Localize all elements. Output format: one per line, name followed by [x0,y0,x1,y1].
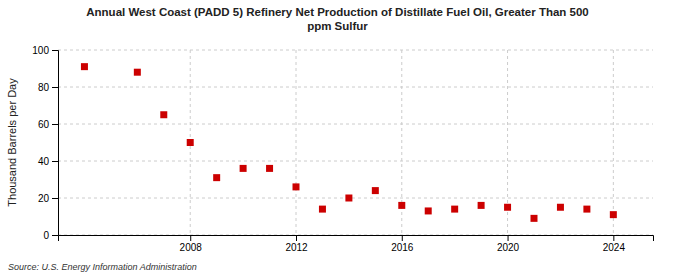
chart-svg: Annual West Coast (PADD 5) Refinery Net … [0,0,675,275]
point [425,207,432,214]
x-axis: 2008 2012 2016 2020 2024 [59,235,654,253]
point [81,63,88,70]
point [398,202,405,209]
grid-line-x [613,50,614,235]
y-tick: 20 [38,193,58,204]
y-tick: 80 [38,82,58,93]
grid-line-y [58,87,653,88]
x-tick: 2008 [180,235,203,253]
y-tick: 100 [32,45,58,56]
point [240,165,247,172]
grid-line-y [58,161,653,162]
x-tick-mark [402,235,403,241]
y-tick-label: 0 [43,230,49,241]
y-tick-mark [52,198,58,199]
point [478,202,485,209]
y-tick-mark [52,124,58,125]
point [531,215,538,222]
y-tick-mark [52,50,58,51]
x-tick-label: 2008 [180,242,203,253]
y-tick-label: 40 [38,156,50,167]
x-tick: 2020 [497,235,520,253]
x-tick-mark [296,235,297,241]
x-tick-label: 2020 [497,242,520,253]
title-line: Annual West Coast (PADD 5) Refinery Net … [86,6,588,18]
grid-line-x [296,50,297,235]
y-axis-label: Thousand Barrels per Day [6,78,18,207]
point [187,139,194,146]
point [451,206,458,213]
grid [58,50,653,235]
x-axis-line [59,236,654,242]
x-tick-mark [190,235,191,241]
x-tick: 2016 [391,235,414,253]
x-tick: 2012 [285,235,308,253]
x-tick-mark [508,235,509,241]
point [213,174,220,181]
y-tick-mark [52,87,58,88]
point [372,187,379,194]
y-tick-label: 80 [38,82,50,93]
y-tick: 0 [43,230,58,241]
y-tick-label: 60 [38,119,50,130]
plot: 2008 2012 2016 2020 2024 0 20 40 60 80 100 [32,45,653,253]
point [293,183,300,190]
title-line: ppm Sulfur [307,20,368,32]
points [81,63,617,222]
y-tick-mark [52,235,58,236]
x-tick-label: 2016 [391,242,414,253]
point [134,69,141,76]
y-tick-label: 100 [32,45,49,56]
y-tick: 40 [38,156,58,167]
source: Source: U.S. Energy Information Administ… [8,262,197,272]
grid-line-y [58,50,653,51]
point [504,204,511,211]
x-tick-label: 2012 [285,242,308,253]
grid-line-y [58,198,653,199]
point [266,165,273,172]
chart-container: Annual West Coast (PADD 5) Refinery Net … [0,0,675,275]
point [557,204,564,211]
x-tick-label: 2024 [603,242,626,253]
x-tick: 2024 [603,235,626,253]
y-tick: 60 [38,119,58,130]
point [583,206,590,213]
title: Annual West Coast (PADD 5) Refinery Net … [86,6,588,32]
y-axis: 0 20 40 60 80 100 [32,45,58,241]
y-tick-mark [52,161,58,162]
grid-line-y [58,124,653,125]
point [345,195,352,202]
point [610,211,617,218]
point [160,111,167,118]
point [319,206,326,213]
x-tick-mark [613,235,614,241]
y-tick-label: 20 [38,193,50,204]
y-axis-line [52,51,59,236]
